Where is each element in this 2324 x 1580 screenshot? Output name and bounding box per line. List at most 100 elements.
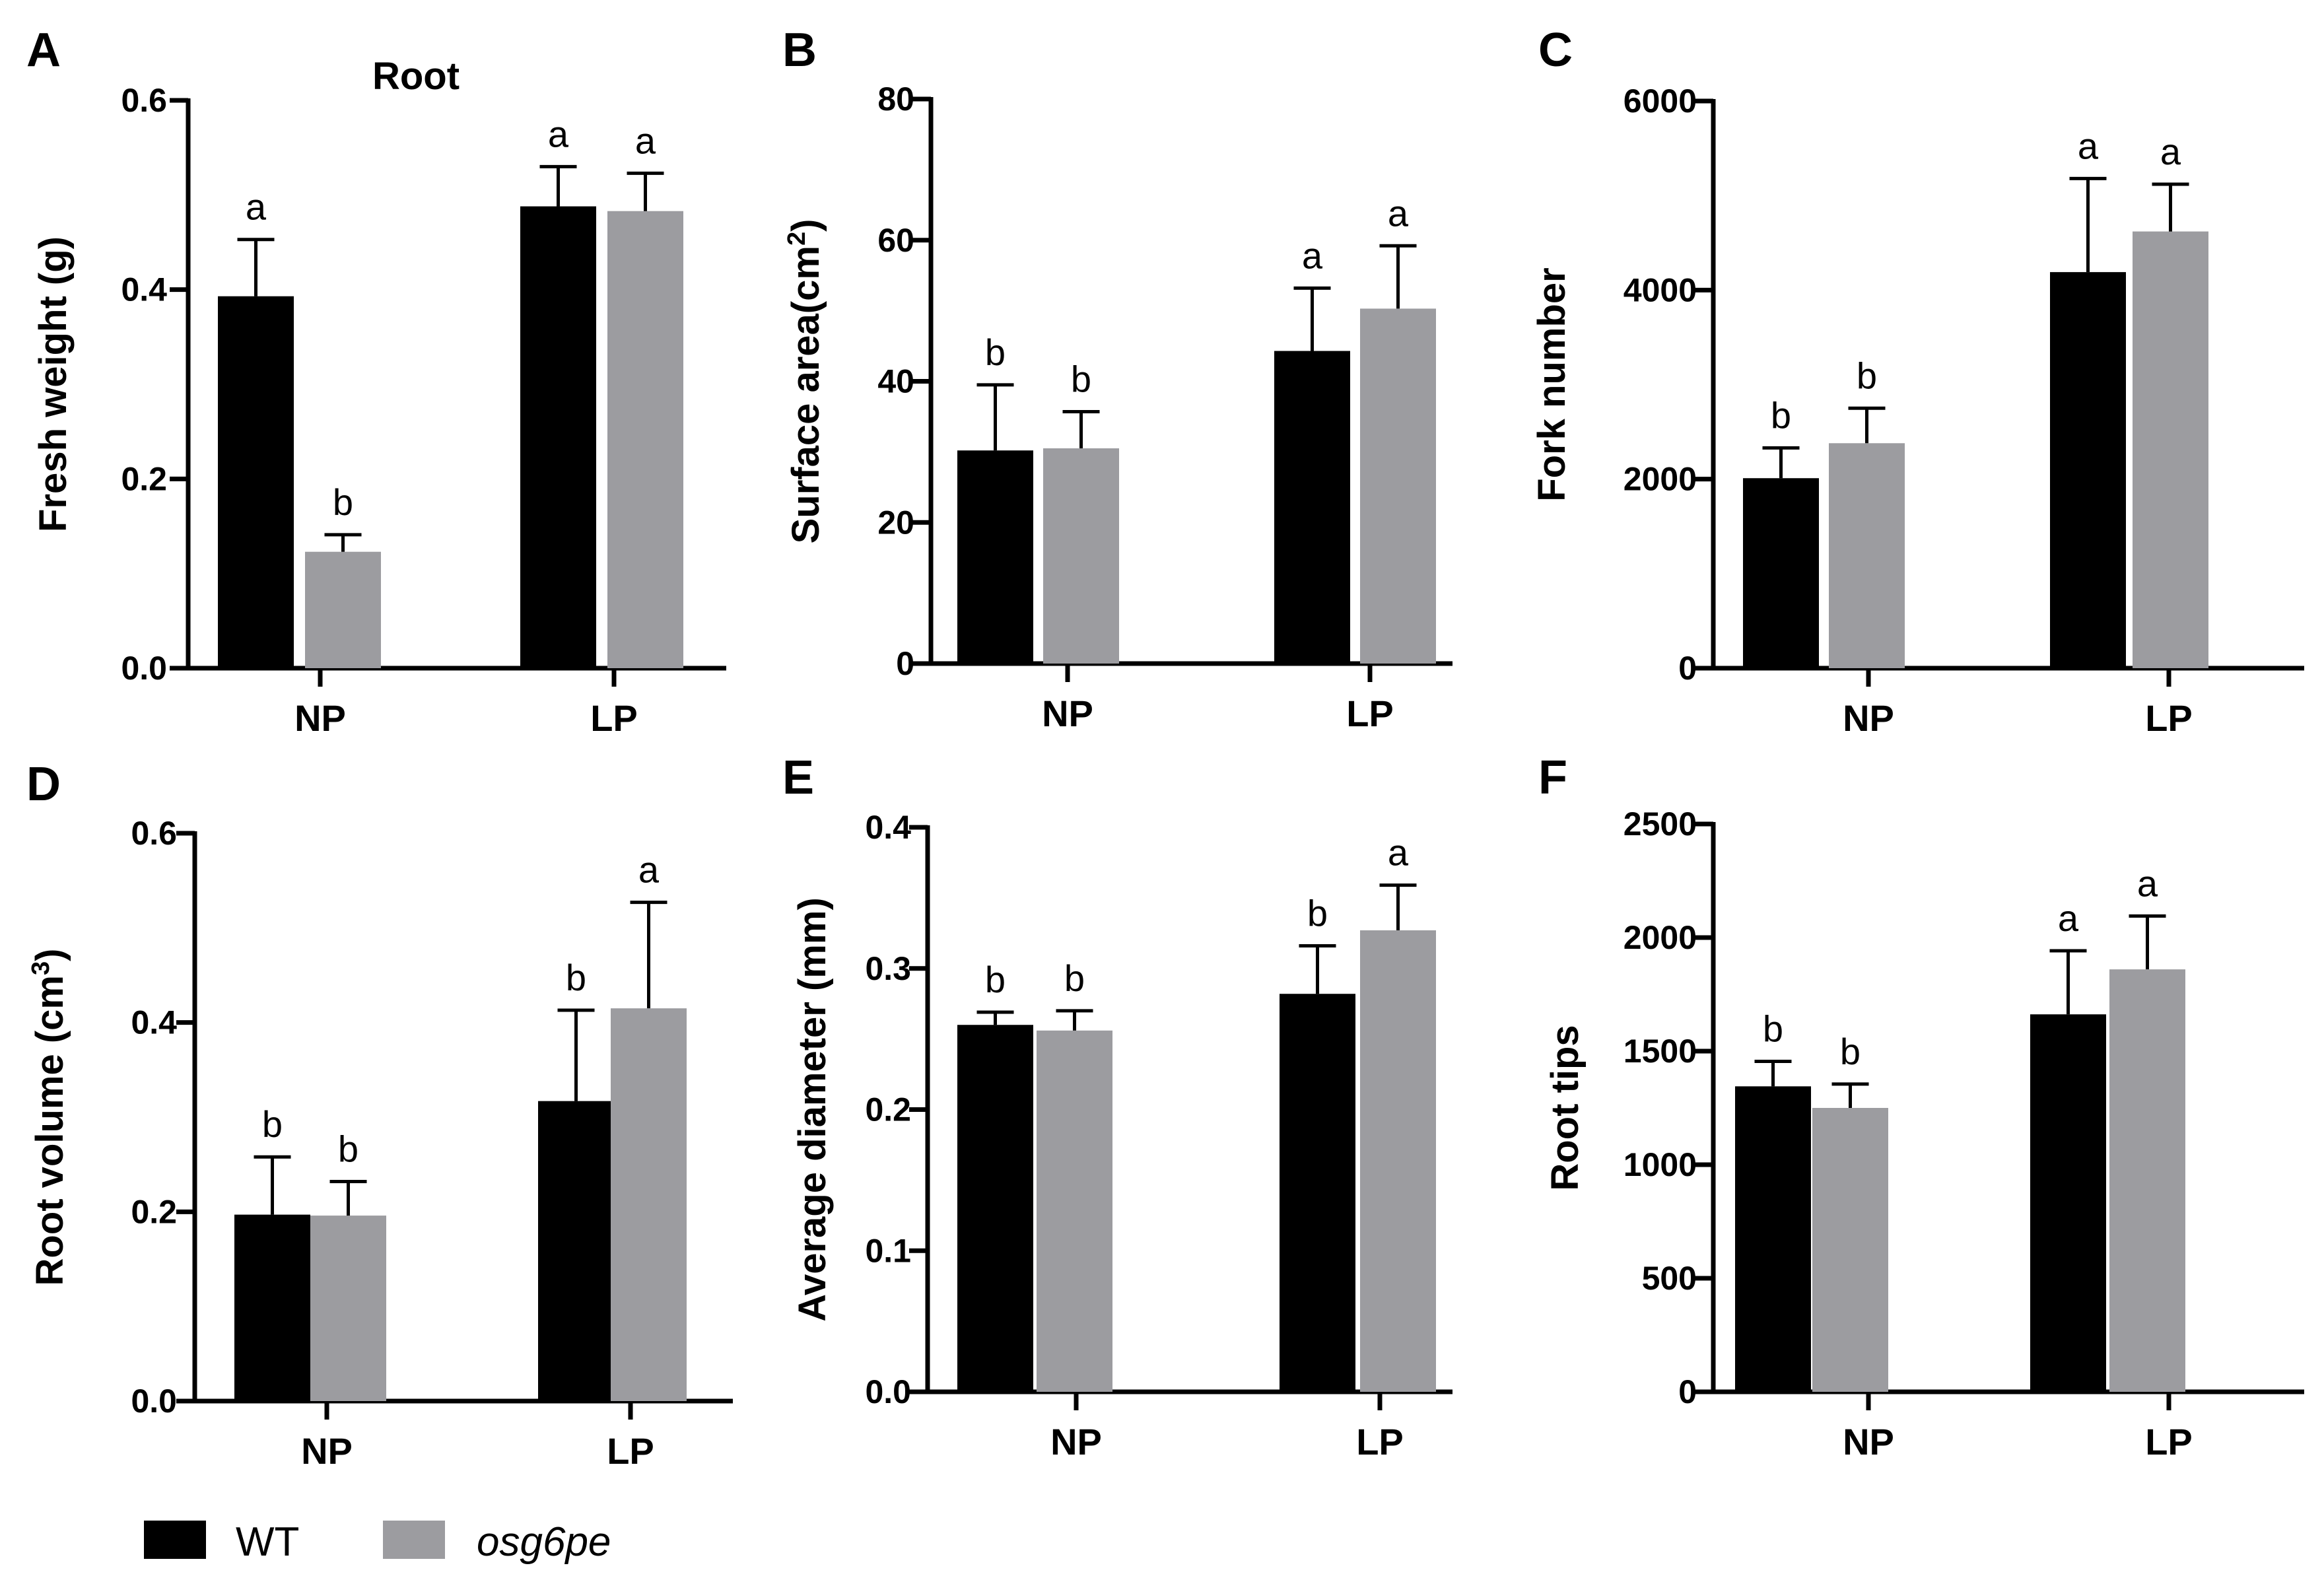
- bar-wt-np: [218, 296, 294, 668]
- y-tick-label: 0.2: [121, 460, 167, 497]
- bar-osg6pe-lp: [611, 1008, 687, 1401]
- significance-letter: b: [333, 481, 353, 523]
- bar-wt-lp: [1274, 351, 1350, 664]
- bar-osg6pe-np: [310, 1216, 386, 1401]
- y-tick-label: 1500: [1623, 1033, 1697, 1070]
- y-tick-label: 4000: [1623, 271, 1697, 308]
- bar-osg6pe-lp: [607, 211, 683, 668]
- legend-swatch-osg6pe: [383, 1521, 445, 1559]
- bar-wt-np: [1735, 1086, 1811, 1392]
- significance-letter: b: [1857, 355, 1877, 396]
- y-tick-label: 0: [1678, 1373, 1697, 1410]
- x-tick-label: LP: [590, 697, 638, 739]
- x-tick-label: NP: [294, 697, 346, 739]
- bar-wt-lp: [1280, 994, 1355, 1392]
- bar-osg6pe-lp: [1360, 308, 1436, 664]
- y-tick-label: 20: [877, 504, 914, 541]
- legend-swatch-wt: [144, 1521, 206, 1559]
- y-tick-label: 0.6: [121, 82, 167, 119]
- y-tick-label: 0.6: [131, 815, 177, 852]
- bar-osg6pe-np: [1043, 448, 1119, 664]
- x-tick-label: NP: [1050, 1421, 1102, 1462]
- y-tick-label: 0.2: [131, 1193, 177, 1230]
- chart-panel-c: C Fork number 0 2000 4000 6000 NP LP b a b a: [1530, 24, 2304, 739]
- y-axis-title: Fresh weight (g): [32, 236, 75, 532]
- y-tick-label: 0.1: [865, 1232, 911, 1269]
- chart-panel-b: B Surface area(cm2) 0 20 40 60 80 NP LP b a b a: [782, 24, 1452, 734]
- y-tick-label: 500: [1642, 1260, 1697, 1297]
- significance-letter: b: [1071, 358, 1091, 399]
- bar-osg6pe-np: [305, 551, 381, 668]
- significance-letter: a: [635, 120, 656, 161]
- significance-letter: b: [1771, 394, 1791, 436]
- significance-letter: b: [1840, 1031, 1861, 1072]
- x-tick-label: NP: [1843, 1421, 1894, 1462]
- y-tick-label: 2000: [1623, 919, 1697, 956]
- bar-osg6pe-np: [1812, 1108, 1888, 1392]
- x-tick-label: LP: [607, 1430, 654, 1472]
- panel-letter: A: [26, 24, 61, 77]
- y-tick-label: 0.0: [121, 650, 167, 687]
- chart-panel-a: A Root Fresh weight (g) 0.0 0.2 0.4 0.6 NP LP a a b…: [26, 24, 726, 739]
- y-tick-label: 0: [1678, 650, 1697, 687]
- bar-osg6pe-np: [1037, 1030, 1112, 1392]
- bar-wt-lp: [520, 206, 596, 668]
- y-tick-label: 0.4: [121, 271, 167, 308]
- y-tick-label: 6000: [1623, 83, 1697, 120]
- significance-letter: a: [1388, 192, 1409, 234]
- panels-group: A Root Fresh weight (g) 0.0 0.2 0.4 0.6 NP LP a a b…: [26, 24, 2304, 1472]
- bar-osg6pe-lp: [1360, 930, 1436, 1392]
- significance-letter: b: [985, 959, 1006, 1000]
- significance-letter: a: [548, 113, 569, 155]
- y-tick-label: 60: [877, 222, 914, 259]
- bar-osg6pe-lp: [2109, 969, 2185, 1392]
- significance-letter: b: [985, 331, 1006, 373]
- y-axis-title: Average diameter (mm): [791, 897, 834, 1322]
- bar-wt-np: [957, 1025, 1033, 1392]
- significance-letter: a: [1302, 234, 1323, 276]
- y-axis-title: Surface area(cm2): [783, 219, 827, 544]
- y-tick-label: 0.0: [131, 1383, 177, 1420]
- x-tick-label: LP: [2145, 1421, 2193, 1462]
- panel-letter: B: [782, 24, 817, 77]
- bar-wt-np: [957, 450, 1033, 664]
- y-tick-label: 2500: [1623, 806, 1697, 842]
- significance-letter: a: [2137, 862, 2158, 904]
- bar-osg6pe-np: [1829, 443, 1905, 668]
- y-axis-title: Root volume (cm3): [27, 949, 71, 1286]
- significance-letter: b: [566, 957, 586, 998]
- significance-letter: b: [338, 1128, 359, 1169]
- y-axis-title: Fork number: [1530, 267, 1573, 502]
- significance-letter: a: [2058, 897, 2079, 939]
- chart-title: Root: [372, 55, 460, 98]
- y-tick-label: 2000: [1623, 461, 1697, 498]
- legend-label-osg6pe: osg6pe: [477, 1519, 611, 1565]
- y-axis-title: Root tips: [1544, 1025, 1587, 1190]
- y-tick-label: 1000: [1623, 1146, 1697, 1183]
- bar-wt-np: [234, 1214, 310, 1401]
- significance-letter: a: [2078, 125, 2099, 166]
- y-tick-label: 40: [877, 363, 914, 400]
- significance-letter: b: [1064, 957, 1085, 999]
- x-tick-label: LP: [1346, 693, 1394, 734]
- significance-letter: b: [1307, 893, 1328, 934]
- significance-letter: a: [246, 186, 267, 228]
- significance-letter: a: [638, 849, 660, 891]
- y-tick-label: 0.4: [865, 809, 911, 846]
- legend: WT osg6pe: [144, 1519, 611, 1565]
- x-tick-label: LP: [2145, 697, 2193, 739]
- significance-letter: b: [262, 1103, 283, 1145]
- panel-letter: E: [782, 751, 814, 804]
- significance-letter: a: [2160, 131, 2181, 172]
- chart-panel-e: E Average diameter (mm) 0.0 0.1 0.2 0.3 0.4 NP L…: [782, 751, 1452, 1462]
- y-tick-label: 0.3: [865, 950, 911, 987]
- y-tick-label: 0.0: [865, 1373, 911, 1410]
- bar-wt-lp: [538, 1101, 614, 1401]
- panel-letter: D: [26, 758, 61, 811]
- panel-letter: F: [1538, 751, 1567, 804]
- x-tick-label: NP: [301, 1430, 353, 1472]
- bar-wt-np: [1743, 478, 1819, 668]
- y-tick-label: 0.2: [865, 1091, 911, 1128]
- chart-panel-f: F Root tips 0 500 1000 1500 2000 2500 NP LP b a b a: [1538, 751, 2304, 1462]
